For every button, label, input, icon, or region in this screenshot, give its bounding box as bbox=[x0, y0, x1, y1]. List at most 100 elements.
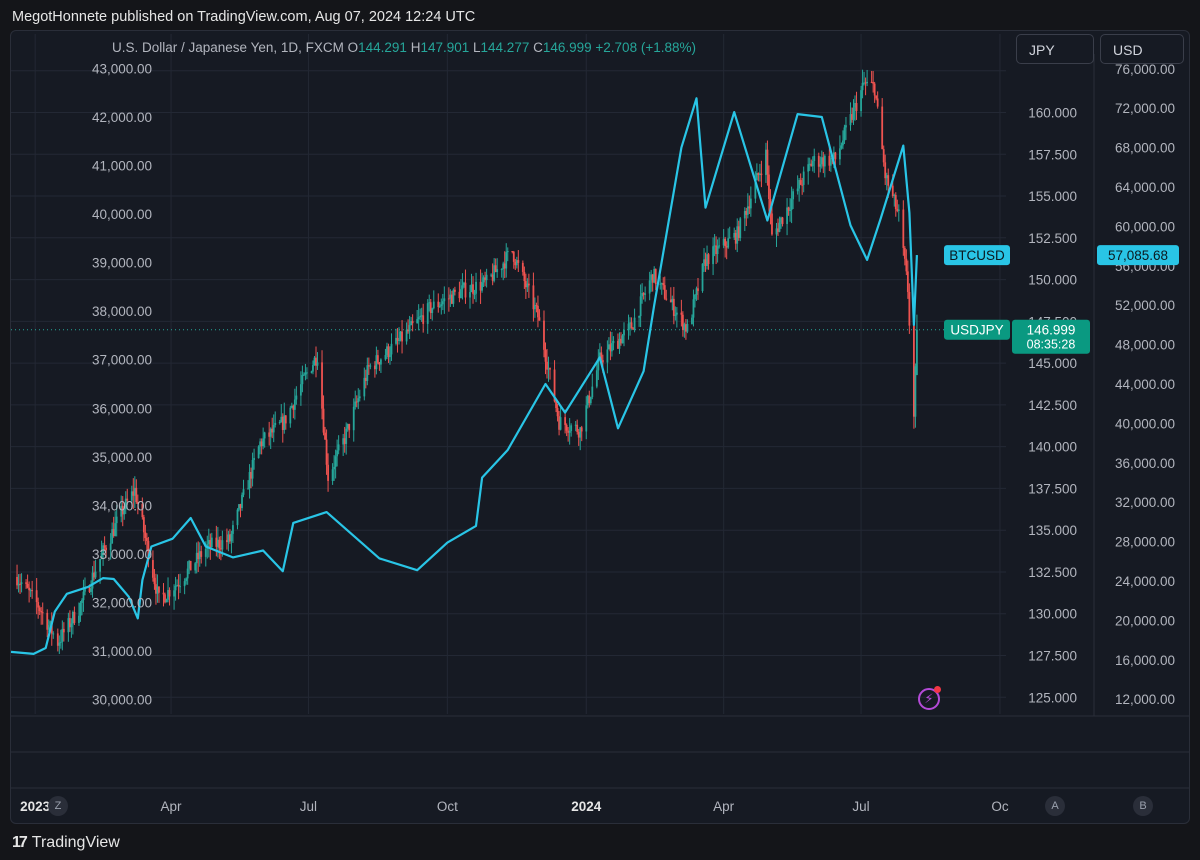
usdjpy-candle-body bbox=[262, 438, 265, 447]
usdjpy-candle-body bbox=[829, 158, 832, 166]
usdjpy-candle-body bbox=[650, 274, 653, 281]
usdjpy-candle-body bbox=[556, 408, 559, 417]
jpy-scale-button[interactable]: JPY bbox=[1016, 34, 1094, 64]
left-axis-tick: 32,000.00 bbox=[92, 595, 152, 610]
usdjpy-candle-body bbox=[808, 163, 811, 165]
usdjpy-candle-body bbox=[681, 314, 684, 331]
usdjpy-candle-body bbox=[437, 301, 440, 308]
usdjpy-candle-body bbox=[817, 155, 820, 167]
usdjpy-candle-body bbox=[494, 265, 497, 273]
usdjpy-candle-body bbox=[521, 262, 524, 272]
middle-axis-tick: 130.000 bbox=[1028, 607, 1077, 622]
usdjpy-candle-body bbox=[438, 306, 441, 308]
right-axis-tick: 52,000.00 bbox=[1115, 298, 1175, 313]
usdjpy-candle-body bbox=[897, 209, 900, 211]
usdjpy-candle-body bbox=[19, 583, 21, 585]
usdjpy-candle-body bbox=[598, 352, 601, 359]
usdjpy-candle-body bbox=[595, 370, 598, 387]
btcusd-name-tag[interactable] bbox=[944, 245, 1010, 266]
usdjpy-candle-body bbox=[26, 583, 29, 588]
usdjpy-candle-body bbox=[586, 395, 589, 406]
usdjpy-candle-body bbox=[209, 540, 212, 548]
middle-axis-tick: 125.000 bbox=[1028, 690, 1077, 705]
usdjpy-candle-body bbox=[20, 582, 23, 584]
usdjpy-candle-body bbox=[870, 81, 873, 83]
usdjpy-candle-body bbox=[701, 263, 704, 292]
usdjpy-candle-body bbox=[629, 322, 631, 324]
tradingview-logo[interactable]: 17 TradingView bbox=[12, 834, 120, 852]
btcusd-name-label: BTCUSD bbox=[949, 248, 1005, 263]
chart-canvas[interactable]: 43,000.00 42,000.00 41,000.00 40,000.00 39,0… bbox=[0, 0, 1200, 826]
usdjpy-candle-body bbox=[342, 438, 345, 445]
usdjpy-candle-body bbox=[301, 375, 304, 385]
usdjpy-candle-body bbox=[481, 282, 483, 291]
usdjpy-candle-body bbox=[373, 365, 376, 370]
legend-value: H bbox=[411, 40, 421, 55]
usdjpy-candle-body bbox=[348, 424, 351, 431]
usdjpy-candle-body bbox=[617, 340, 619, 349]
usdjpy-name-tag[interactable] bbox=[944, 319, 1010, 340]
usdjpy-candle-body bbox=[464, 282, 467, 298]
time-axis-z-button[interactable]: Z bbox=[48, 796, 68, 816]
usdjpy-candle-body bbox=[823, 155, 826, 167]
usd-scale-button[interactable]: USD bbox=[1100, 34, 1184, 64]
usdjpy-candle-body bbox=[906, 271, 909, 293]
usdjpy-candle-body bbox=[611, 343, 613, 352]
chart-frame[interactable] bbox=[10, 30, 1190, 824]
usdjpy-candle-body bbox=[579, 427, 582, 438]
usdjpy-candle-body bbox=[121, 505, 124, 515]
usdjpy-candle-body bbox=[147, 540, 150, 561]
usdjpy-candle-body bbox=[706, 254, 708, 266]
usdjpy-candle-body bbox=[411, 321, 414, 324]
usdjpy-candle-body bbox=[38, 607, 41, 612]
usdjpy-candle-body bbox=[905, 258, 908, 272]
usdjpy-candle-body bbox=[293, 399, 296, 410]
usdjpy-candle-body bbox=[380, 359, 382, 365]
usdjpy-candle-body bbox=[84, 587, 86, 592]
usdjpy-candle-body bbox=[93, 572, 95, 578]
usdjpy-candle-body bbox=[606, 349, 609, 363]
usdjpy-candle-body bbox=[916, 329, 918, 375]
usdjpy-candle-body bbox=[238, 504, 240, 510]
time-axis-a-button[interactable]: A bbox=[1045, 796, 1065, 816]
usdjpy-candle-body bbox=[832, 152, 835, 159]
usdjpy-candle-body bbox=[102, 545, 105, 553]
usdjpy-candle-body bbox=[120, 505, 123, 517]
usdjpy-candle-body bbox=[737, 226, 740, 239]
usdjpy-candle-body bbox=[543, 320, 545, 350]
usdjpy-candle-body bbox=[863, 82, 865, 84]
usdjpy-candle-body bbox=[316, 362, 319, 366]
btcusd-line[interactable] bbox=[10, 97, 918, 655]
usdjpy-candle-body bbox=[153, 577, 156, 585]
legend-value: O bbox=[348, 40, 359, 55]
usdjpy-candle-body bbox=[274, 422, 277, 425]
usdjpy-candle-body bbox=[29, 590, 32, 592]
usdjpy-candle-body bbox=[749, 198, 752, 209]
usdjpy-candle-body bbox=[591, 386, 594, 398]
usdjpy-candle-body bbox=[544, 349, 547, 362]
usdjpy-candle-body bbox=[324, 432, 326, 440]
usdjpy-candle-body bbox=[386, 346, 388, 356]
usdjpy-candle-body bbox=[322, 408, 325, 433]
usdjpy-candle-body bbox=[585, 405, 588, 432]
usdjpy-candle-body bbox=[141, 503, 144, 518]
usdjpy-candle-body bbox=[407, 329, 409, 332]
right-axis-tick: 68,000.00 bbox=[1115, 141, 1175, 156]
usdjpy-candle-body bbox=[253, 458, 255, 460]
usdjpy-candle-body bbox=[331, 469, 334, 481]
usdjpy-candle-body bbox=[660, 283, 663, 285]
usdjpy-candle-body bbox=[534, 305, 536, 310]
usdjpy-candle-body bbox=[278, 421, 281, 423]
lightning-icon[interactable]: ⚡ bbox=[918, 688, 940, 710]
legend-value: L bbox=[473, 40, 481, 55]
usdjpy-candle-body bbox=[902, 209, 905, 248]
right-axis-tick: 76,000.00 bbox=[1115, 62, 1175, 77]
usdjpy-candle-body bbox=[828, 155, 831, 166]
usdjpy-candle-body bbox=[799, 180, 802, 185]
middle-axis-tick: 160.000 bbox=[1028, 105, 1077, 120]
time-axis-b-button[interactable]: B bbox=[1133, 796, 1153, 816]
usdjpy-candle-body bbox=[820, 157, 823, 165]
usdjpy-candle-body bbox=[570, 425, 573, 432]
usdjpy-candle-body bbox=[503, 263, 506, 269]
right-axis-tick: 72,000.00 bbox=[1115, 101, 1175, 116]
